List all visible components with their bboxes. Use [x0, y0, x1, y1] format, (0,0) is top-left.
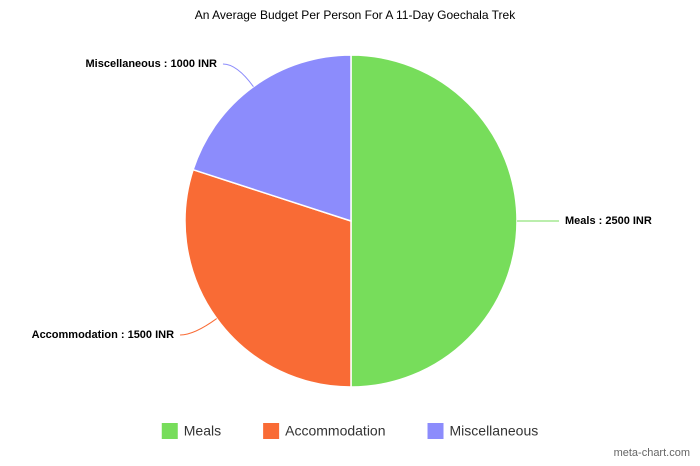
credit: meta-chart.com [614, 447, 690, 459]
legend-swatch [161, 423, 178, 439]
label-connector [222, 63, 254, 87]
data-label: Miscellaneous : 1000 INR [86, 58, 217, 70]
legend-label: Accommodation [285, 423, 385, 439]
pie-slice [192, 54, 352, 223]
chart-title: An Average Budget Per Person For A 11-Da… [195, 8, 516, 22]
legend-swatch [427, 423, 444, 439]
legend-label: Meals [184, 423, 221, 439]
pie-slice [184, 168, 352, 388]
data-label: Accommodation : 1500 INR [32, 329, 174, 341]
legend-label: Miscellaneous [450, 423, 539, 439]
label-connector [180, 318, 217, 336]
data-label: Meals : 2500 INR [565, 215, 652, 227]
legend-swatch [263, 423, 280, 439]
pie-slice [350, 54, 518, 388]
